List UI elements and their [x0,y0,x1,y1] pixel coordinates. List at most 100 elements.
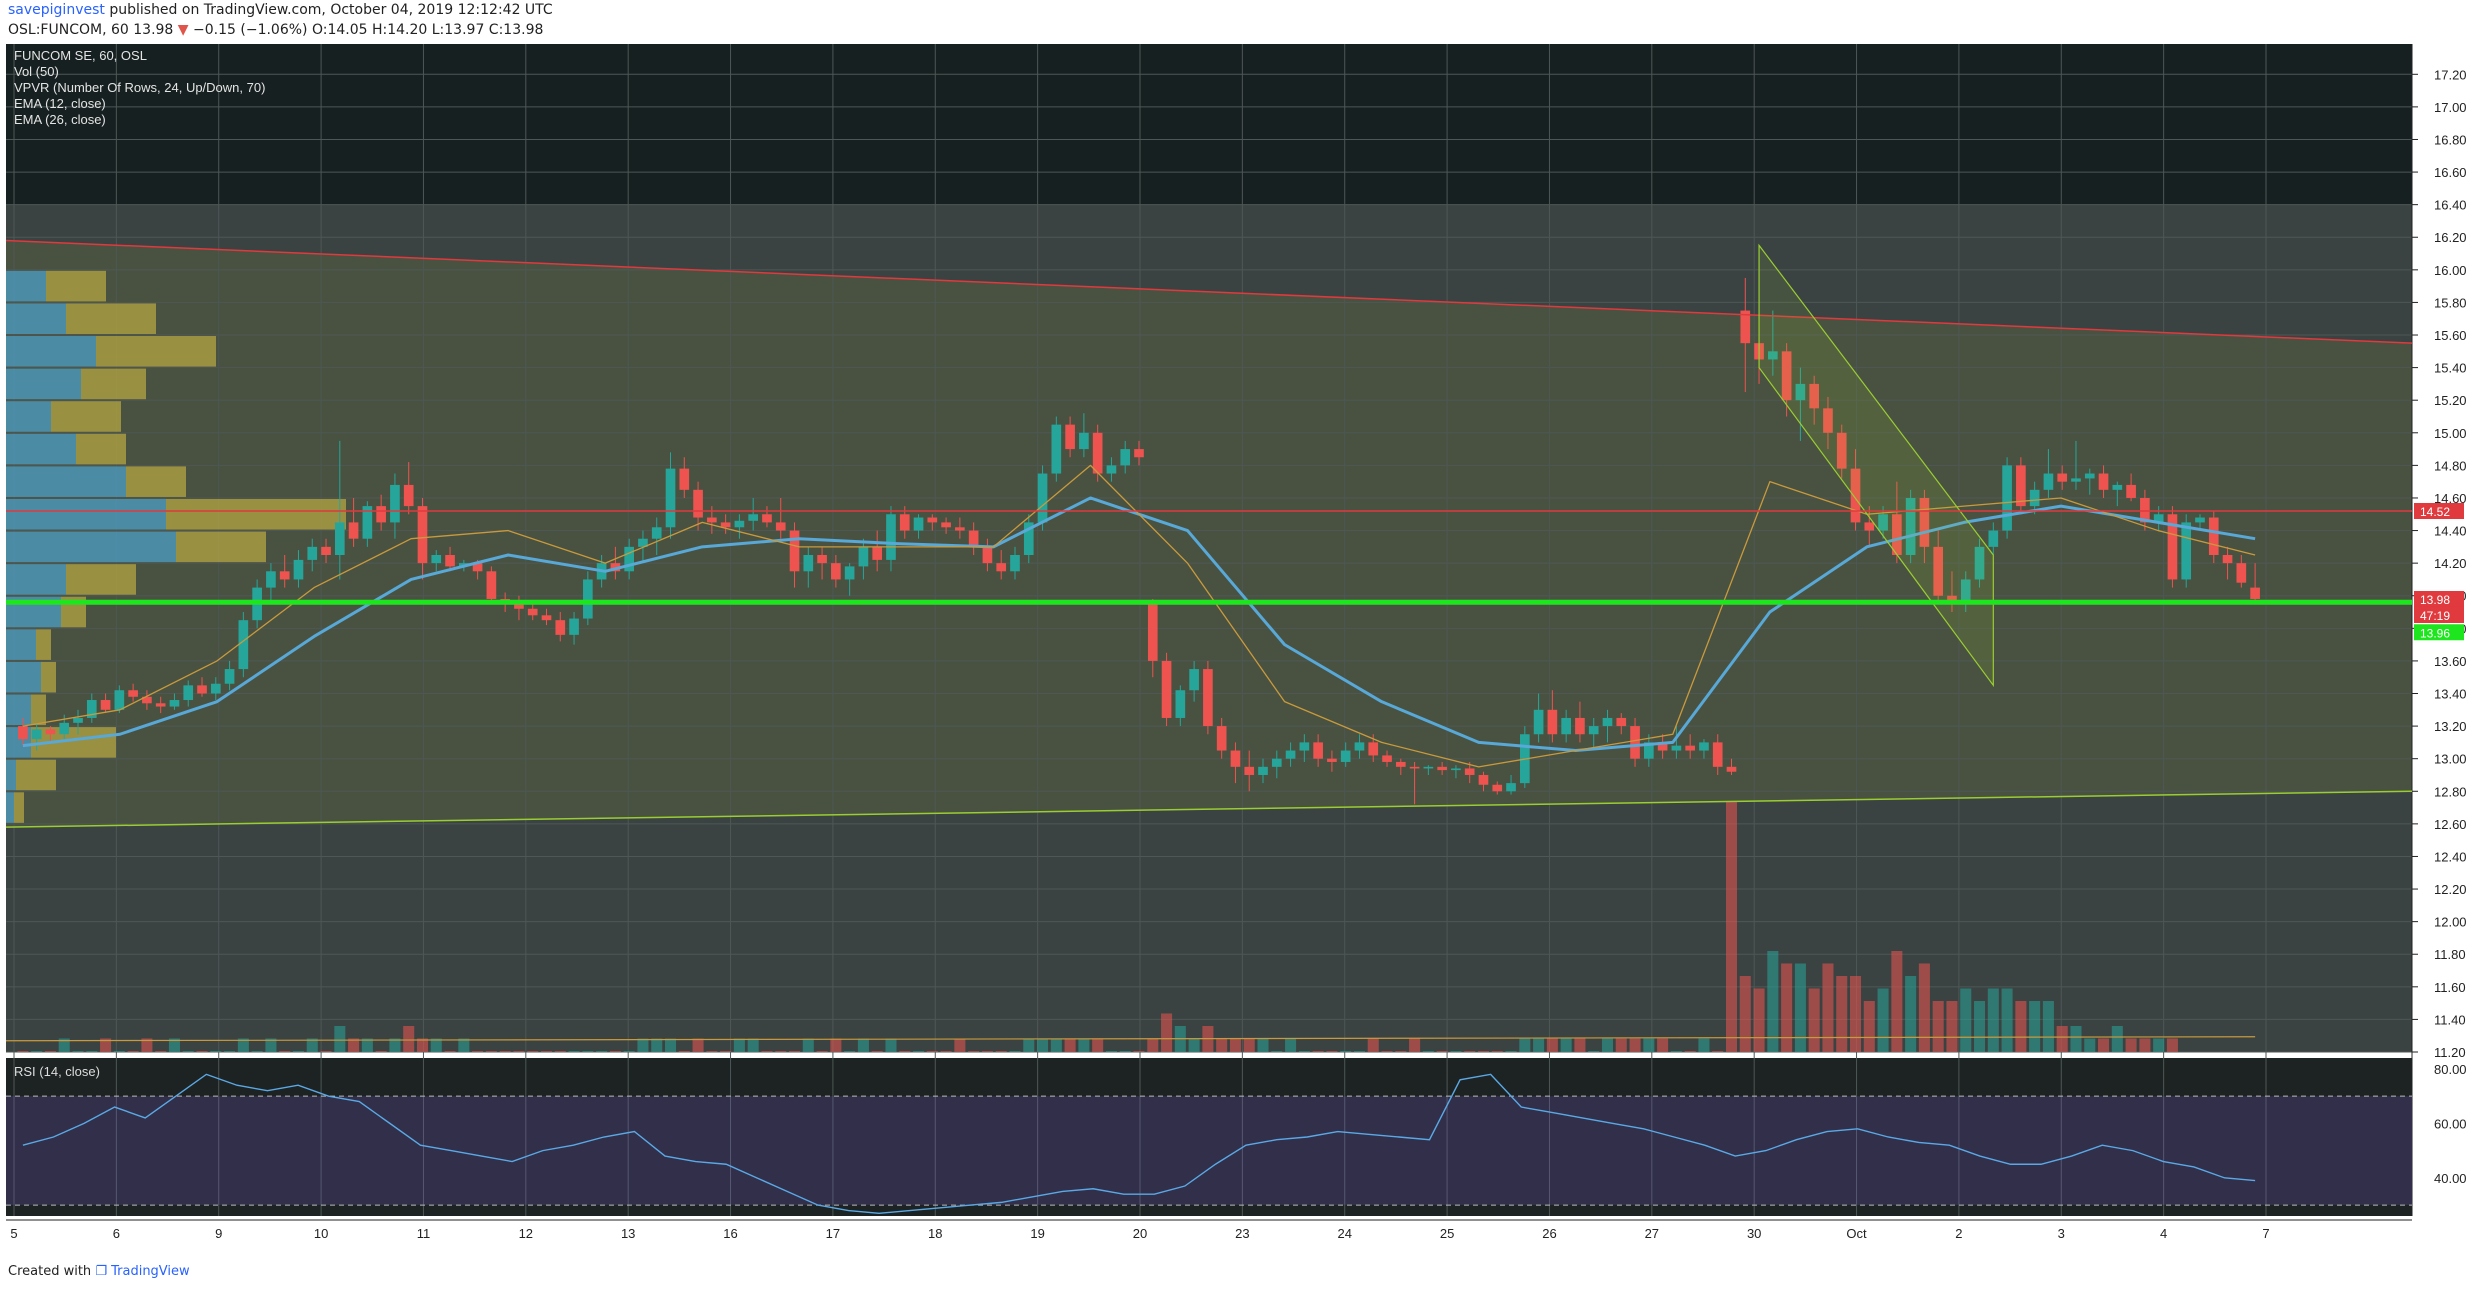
candle-body [321,546,331,555]
x-tick-label: 16 [723,1226,737,1241]
price-tick-label: 11.60 [2434,980,2466,995]
volume-bar [141,1038,153,1052]
candle-body [1382,755,1392,762]
rsi-tick-label: 40.00 [2434,1171,2467,1186]
x-tick-label: 20 [1133,1226,1147,1241]
candle-body [1175,690,1186,718]
volume-bar [1505,1051,1517,1052]
volume-bar [789,1051,801,1052]
vpvr-up-bar [6,401,51,432]
volume-bar [1808,988,1820,1052]
volume-bar [1243,1038,1255,1052]
volume-bar [1119,1051,1131,1052]
publisher-line: savepiginvest published on TradingView.c… [8,2,553,18]
candle-body [45,729,56,735]
volume-bar [279,1051,291,1052]
volume-bar [2001,988,2013,1052]
candle-body [1905,497,1916,555]
volume-bar [954,1038,966,1052]
price-tick-label: 16.80 [2434,132,2467,147]
volume-bar [127,1051,139,1052]
candle-body [720,522,731,528]
price-change: −0.15 (−1.06%) [193,22,308,38]
candle-body [1327,758,1337,762]
candle-body [362,506,373,539]
volume-bar [651,1038,663,1052]
volume-bar [1464,1051,1476,1052]
volume-bar [623,1051,635,1052]
candle-body [59,722,70,735]
volume-bar [72,1051,84,1052]
volume-bar [554,1051,566,1052]
resistance-trend-line [5,239,2413,344]
volume-bar [995,1051,1007,1052]
candle-body [1892,514,1902,555]
candle-body [1726,766,1737,772]
ohlc-values: O:14.05 H:14.20 L:13.97 C:13.98 [311,22,544,38]
volume-bar [1629,1038,1641,1052]
volume-bar [664,1038,677,1052]
volume-bar [416,1038,428,1052]
candle-body [1657,742,1668,751]
candle-body [927,517,938,523]
candle-body [1368,742,1379,756]
volume-bar [1409,1038,1421,1052]
volume-bar [155,1051,167,1052]
candle-body [514,603,524,609]
price-tick-label: 13.60 [2434,654,2467,669]
price-chart[interactable]: 11.20 11.40 11.60 11.80 12.00 12.20 12.40 12.60… [0,42,2468,1272]
price-tick-label: 16.40 [2434,198,2467,213]
candle-body [2153,514,2164,523]
vpvr-up-bar [6,531,176,563]
price-badge-label: 47:19 [2420,609,2450,623]
vpvr-down-bar [81,368,146,400]
legend-entry: EMA (12, close) [14,96,106,111]
candle-body [1340,750,1351,762]
candle-body [1671,745,1682,751]
candle-body [1203,669,1213,727]
candle-body [1547,709,1558,735]
tradingview-brand[interactable]: TradingView [111,1264,190,1279]
candle-body [1423,766,1434,769]
volume-bar [485,1051,497,1052]
candle-body [1134,449,1144,458]
candle-body [844,566,855,580]
candle-body [1561,717,1571,735]
volume-bar [1891,951,1903,1052]
support-trend-line [5,790,2413,828]
candle-body [982,546,993,564]
candle-body [1850,468,1861,523]
x-tick-label: 9 [215,1226,222,1241]
x-tick-label: 17 [826,1226,840,1241]
price-tick-label: 16.00 [2434,263,2467,278]
publisher-link[interactable]: savepiginvest [8,2,105,18]
x-tick-label: 23 [1235,1226,1249,1241]
x-tick-label: 11 [417,1226,431,1241]
volume-bar [1381,1051,1393,1052]
price-badge-label: 13.96 [2420,626,2450,640]
candle-body [1878,514,1888,531]
candle-body [693,489,703,518]
candle-body [73,717,83,723]
volume-bar [968,1051,980,1052]
main-pane-bg [6,44,2412,1052]
volume-bar [1422,1051,1434,1052]
x-tick-label: 27 [1645,1226,1659,1241]
candle-body [858,546,869,567]
price-tick-label: 14.80 [2434,458,2467,473]
volume-bar [182,1051,194,1052]
candle-body [1037,473,1048,523]
volume-bar [1918,963,1930,1052]
candle-body [1492,784,1503,792]
candle-body [348,522,359,539]
price-tick-label: 16.60 [2434,165,2467,180]
x-tick-label: Oct [1846,1226,1867,1241]
candle-body [403,484,414,507]
candle-body [1809,383,1820,409]
volume-bar [1491,1051,1503,1052]
volume-bar [1643,1038,1655,1052]
price-tick-label: 12.40 [2434,849,2467,864]
volume-bar [540,1051,553,1052]
volume-bar [1298,1051,1310,1052]
candle-body [1988,530,1999,547]
